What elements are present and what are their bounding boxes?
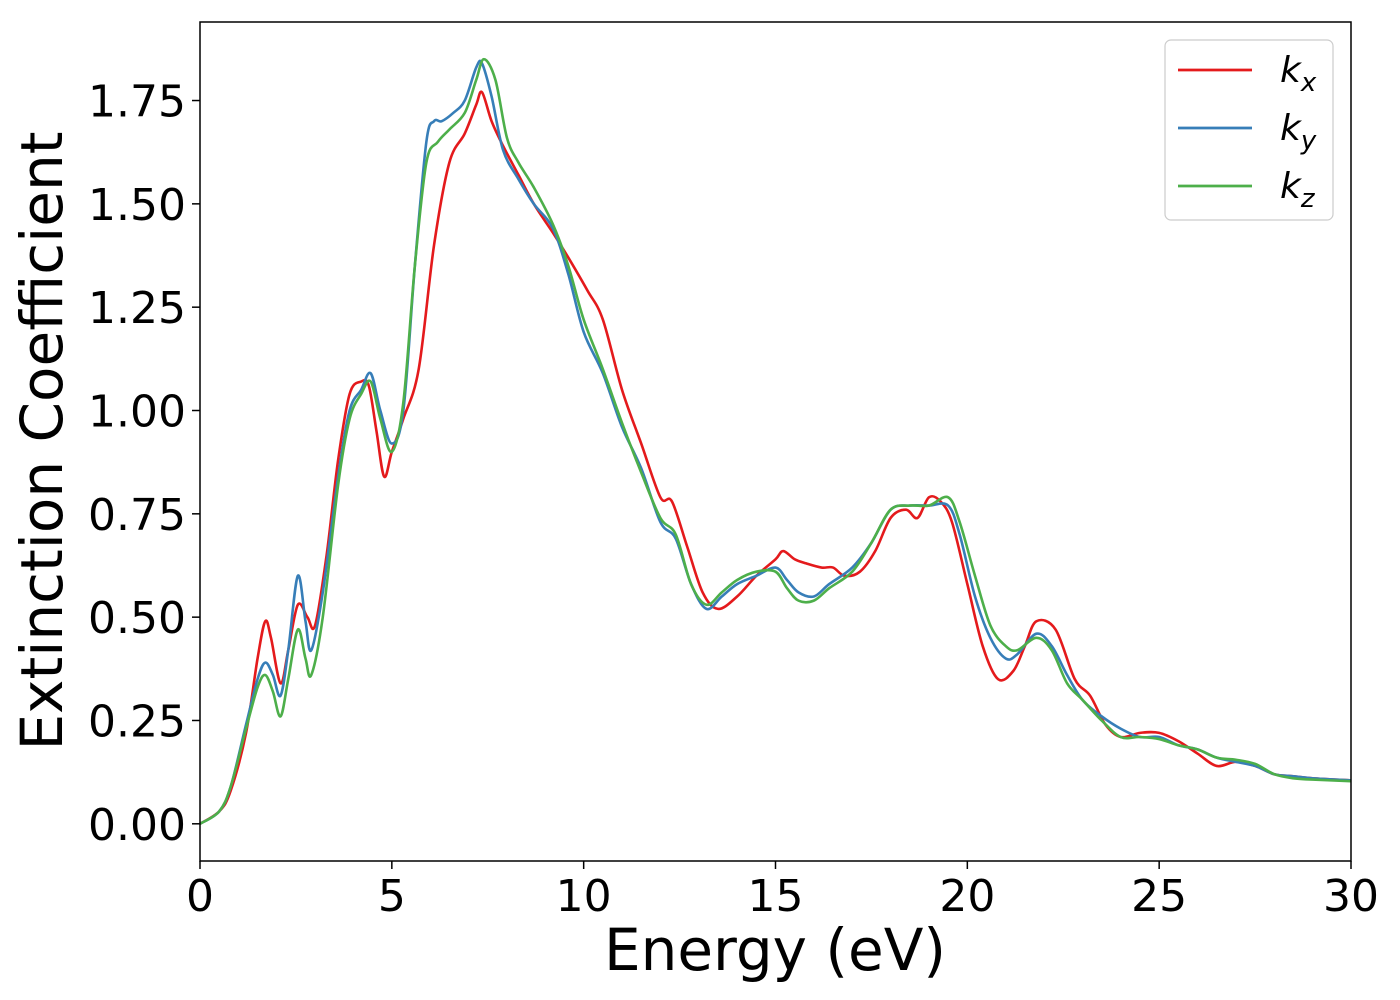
series-layer: [199, 57, 1352, 825]
x-tick-label: 0: [186, 871, 214, 922]
y-tick-label: 0.25: [88, 696, 186, 747]
series-line-z: [199, 57, 1352, 825]
y-axis-ticks: 0.00 0.25 0.50 0.75 1.00 1.25 1.50 1.75: [88, 77, 200, 851]
x-tick-label: 15: [748, 871, 804, 922]
x-tick-label: 5: [378, 871, 406, 922]
legend: kx ky kz: [1164, 39, 1334, 221]
x-axis-title: Energy (eV): [604, 916, 946, 984]
x-tick-label: 30: [1323, 871, 1379, 922]
legend-label-x: kx: [1280, 50, 1317, 98]
y-tick-label: 0.00: [88, 800, 186, 851]
legend-label-y: ky: [1280, 108, 1317, 156]
y-tick-label: 0.75: [88, 490, 186, 541]
y-tick-label: 0.50: [88, 593, 186, 644]
series-line-x: [199, 90, 1352, 825]
y-tick-label: 1.75: [88, 77, 186, 128]
x-tick-label: 10: [556, 871, 612, 922]
x-tick-label: 20: [939, 871, 995, 922]
x-axis-ticks: 0 5 10 15 20 25 30: [186, 861, 1379, 922]
y-tick-label: 1.50: [88, 180, 186, 231]
x-tick-label: 25: [1131, 871, 1187, 922]
legend-box: [1164, 39, 1334, 221]
y-axis-title: Extinction Coefficient: [8, 132, 76, 751]
y-tick-label: 1.25: [88, 283, 186, 334]
legend-label-z: kz: [1280, 166, 1316, 214]
y-tick-label: 1.00: [88, 387, 186, 438]
